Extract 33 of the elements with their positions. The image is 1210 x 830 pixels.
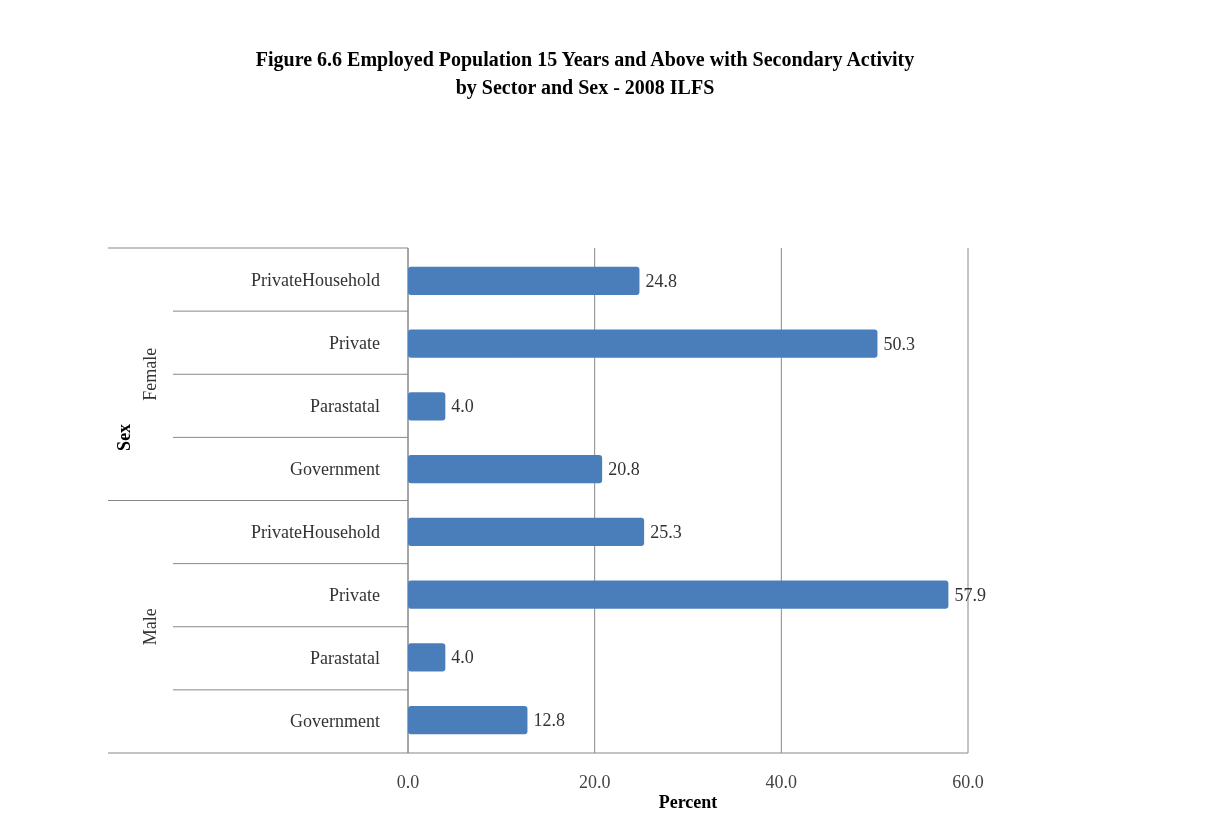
bar	[408, 266, 640, 296]
y-tick-label: Government	[290, 458, 380, 479]
bar	[408, 580, 949, 609]
bar	[408, 517, 645, 546]
x-tick-label: 40.0	[765, 772, 798, 792]
y-tick-label: Private	[329, 585, 380, 606]
bar	[408, 705, 528, 735]
bar	[408, 392, 446, 421]
x-axis-title: Percent	[658, 792, 718, 812]
data-label: 4.0	[451, 396, 474, 417]
data-label: 24.8	[645, 270, 677, 291]
text: Female	[140, 347, 160, 401]
data-label: 25.3	[650, 521, 682, 542]
bar	[408, 643, 446, 672]
y-tick-label: PrivateHousehold	[251, 269, 380, 290]
y-tick-label: Private	[329, 332, 380, 353]
data-label: 57.9	[954, 584, 986, 605]
y-tick-label: PrivateHousehold	[251, 522, 380, 543]
y-tick-label: Government	[290, 711, 380, 732]
text: Male	[140, 608, 160, 646]
data-label: 50.3	[883, 333, 915, 354]
x-tick-label: 0.0	[396, 772, 420, 792]
chart-title: Figure 6.6 Employed Population 15 Years and Above with Secondary Activity by Sector and Sex - 2008 ILFS	[255, 48, 915, 99]
text: Sex	[114, 423, 134, 451]
bar	[408, 329, 878, 358]
x-tick-label: 60.0	[952, 772, 984, 792]
y-tick-label: Parastatal	[310, 648, 380, 669]
data-label: 12.8	[533, 710, 565, 731]
data-label: 4.0	[451, 647, 474, 668]
data-label: 20.8	[608, 459, 640, 480]
y-tick-label: Parastatal	[310, 395, 380, 416]
x-tick-label: 20.0	[578, 772, 611, 792]
bar	[408, 455, 603, 484]
